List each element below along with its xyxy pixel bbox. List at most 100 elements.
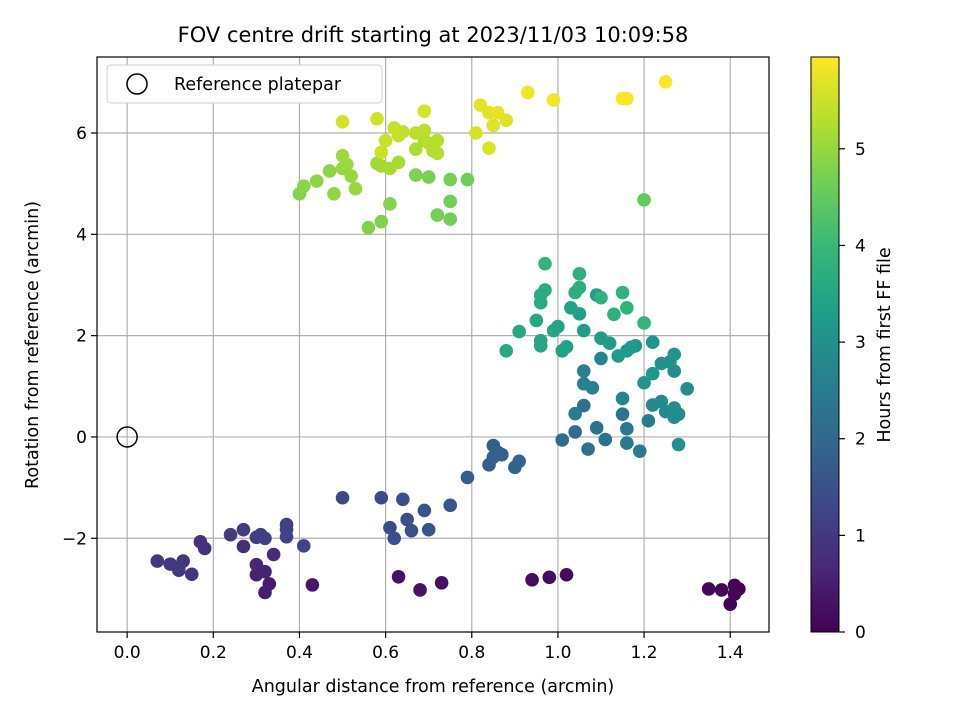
data-point (615, 285, 630, 300)
data-point (632, 444, 647, 458)
data-point (559, 567, 574, 582)
data-point (391, 155, 406, 170)
chart-title: FOV centre drift starting at 2023/11/03 … (178, 23, 689, 47)
data-point (607, 307, 621, 322)
reference-marker-group (116, 426, 138, 448)
data-point (430, 146, 445, 161)
data-point (279, 529, 294, 544)
data-point (421, 136, 436, 150)
data-point (460, 172, 475, 187)
data-point (408, 168, 423, 182)
data-point (546, 93, 561, 107)
data-point (680, 382, 694, 396)
data-point (490, 105, 505, 120)
data-point (658, 75, 673, 89)
data-point (714, 583, 729, 597)
data-point (193, 535, 208, 549)
data-point (361, 220, 376, 235)
data-point (572, 267, 587, 281)
data-point (236, 539, 251, 554)
data-point (620, 422, 634, 436)
x-tick-label: 0.6 (372, 643, 399, 663)
data-point (404, 523, 419, 538)
reference-platepar-marker (116, 426, 138, 448)
data-point (598, 432, 613, 447)
data-point (499, 344, 514, 358)
x-axis-label: Angular distance from reference (arcmin) (252, 677, 615, 697)
legend-marker-icon (126, 73, 148, 95)
data-point (645, 366, 660, 381)
data-point (400, 512, 414, 527)
x-tick-label: 0.4 (286, 643, 313, 663)
data-point (348, 181, 363, 196)
data-point (335, 115, 350, 129)
data-point (538, 283, 552, 297)
y-tick-label: 6 (76, 124, 87, 144)
data-point (258, 531, 272, 546)
legend-label: Reference platepar (174, 75, 342, 95)
data-point (421, 170, 436, 184)
data-point (611, 349, 626, 363)
data-point (236, 522, 251, 537)
data-point (615, 407, 630, 421)
data-point (387, 531, 402, 546)
data-point (443, 172, 458, 187)
data-point (383, 197, 397, 211)
data-point (443, 498, 458, 513)
data-point (594, 351, 608, 366)
data-point (421, 522, 436, 537)
colorbar-tick-label: 0 (855, 623, 866, 643)
data-point (266, 547, 281, 562)
colorbar-tick-label: 3 (855, 333, 866, 353)
data-point (413, 583, 427, 597)
data-point (624, 340, 638, 355)
data-point (533, 338, 548, 353)
data-point (654, 356, 669, 371)
data-point (370, 112, 384, 126)
data-point (327, 186, 341, 201)
data-point (641, 413, 656, 428)
data-point (305, 578, 320, 592)
data-point (645, 335, 660, 350)
x-axis: 0.0 0.2 0.4 0.6 0.8 1.0 1.2 1.4 (114, 632, 744, 663)
colorbar-tick-label: 4 (855, 236, 866, 256)
data-point (581, 442, 595, 456)
data-point (344, 169, 358, 183)
data-point (637, 316, 651, 330)
data-point (335, 148, 350, 163)
colorbar-tick-label: 1 (855, 526, 866, 546)
data-point (576, 364, 591, 378)
x-tick-label: 1.2 (631, 643, 658, 663)
data-point (568, 425, 582, 439)
colorbar: 0 1 2 3 4 5 Hours from first FF file (810, 56, 895, 643)
colorbar-tick-label: 5 (855, 140, 866, 160)
data-point (391, 569, 406, 584)
data-point (620, 300, 634, 315)
data-point (408, 126, 423, 140)
x-tick-label: 1.4 (717, 643, 744, 663)
data-point (469, 126, 483, 140)
data-point (150, 554, 165, 568)
data-point (184, 567, 199, 582)
data-point (520, 85, 535, 100)
data-point (620, 91, 634, 106)
colorbar-label: Hours from first FF file (875, 247, 895, 442)
data-point (495, 447, 509, 462)
data-point (585, 381, 600, 395)
data-point (309, 174, 324, 188)
data-point (555, 344, 570, 358)
data-point (482, 141, 496, 155)
data-point (576, 323, 591, 338)
data-point (396, 492, 410, 507)
data-point (387, 121, 402, 135)
plot-frame (96, 56, 770, 633)
data-point (512, 454, 526, 469)
data-point (529, 313, 544, 328)
data-point (620, 436, 634, 450)
data-point (572, 280, 587, 295)
data-point (296, 539, 311, 553)
y-axis: −2 0 2 4 6 (62, 124, 97, 549)
data-point (555, 433, 570, 447)
data-point (460, 470, 475, 485)
